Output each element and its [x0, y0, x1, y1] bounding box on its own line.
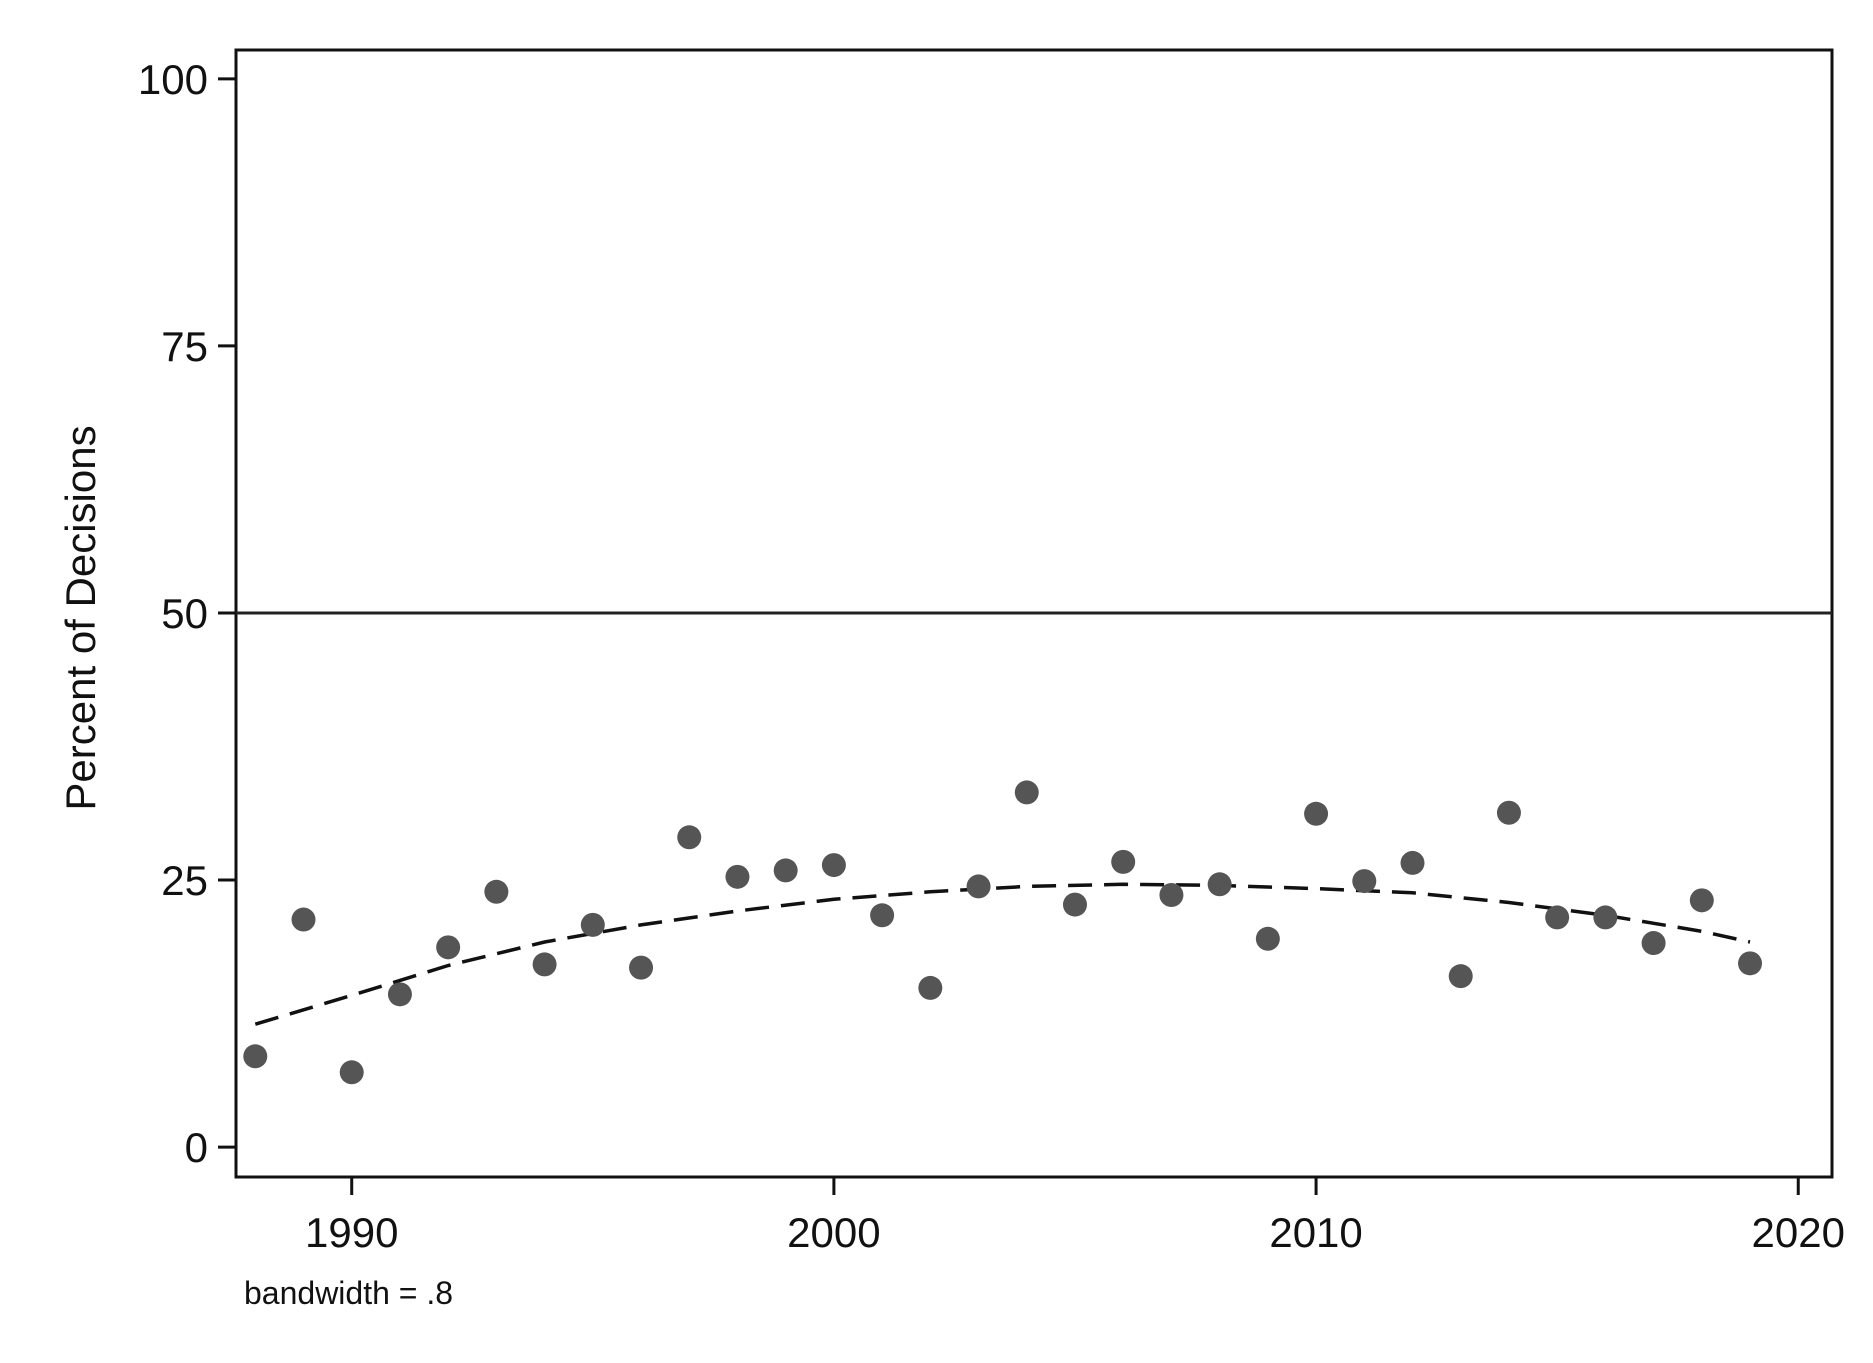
data-point: [773, 858, 798, 883]
data-point: [1738, 951, 1763, 976]
data-point: [436, 935, 461, 960]
lowess-fit-line: [254, 882, 1751, 1026]
y-tick-label: 50: [161, 590, 208, 637]
data-point: [387, 982, 412, 1007]
y-tick-label: 100: [138, 56, 208, 103]
data-point: [1207, 872, 1232, 897]
data-point: [580, 912, 605, 937]
data-point: [1545, 905, 1570, 930]
data-point: [918, 975, 943, 1000]
data-point: [1689, 888, 1714, 913]
data-point: [484, 879, 509, 904]
data-point: [821, 853, 846, 878]
y-axis-title: Percent of Decisions: [57, 425, 104, 810]
scatter-points-group: [243, 780, 1763, 1085]
data-point: [1352, 869, 1377, 894]
data-point: [1159, 882, 1184, 907]
data-point: [629, 955, 654, 980]
data-point: [243, 1044, 268, 1069]
y-tick-label: 75: [161, 323, 208, 370]
data-point: [1448, 964, 1473, 989]
data-point: [1255, 926, 1280, 951]
data-point: [1641, 931, 1666, 956]
data-point: [1496, 800, 1521, 825]
data-point: [677, 825, 702, 850]
data-point: [532, 952, 557, 977]
data-point: [339, 1060, 364, 1085]
data-point: [1062, 892, 1087, 917]
axes-group: 0 25 50 75 100 1990 2000 2010 2020: [138, 56, 1845, 1256]
data-point: [1400, 850, 1425, 875]
x-tick-label: 2000: [787, 1209, 880, 1256]
data-point: [1593, 905, 1618, 930]
bandwidth-note: bandwidth = .8: [244, 1275, 453, 1311]
x-tick-label: 2020: [1752, 1209, 1845, 1256]
y-tick-label: 0: [185, 1124, 208, 1171]
data-point: [291, 907, 316, 932]
data-point: [1111, 849, 1136, 874]
data-point: [870, 903, 895, 928]
x-tick-label: 2010: [1269, 1209, 1362, 1256]
y-tick-label: 25: [161, 857, 208, 904]
data-point: [725, 864, 750, 889]
data-point: [1014, 780, 1039, 805]
data-point: [1304, 801, 1329, 826]
lowess-fit-group: [254, 882, 1751, 1026]
data-point: [966, 874, 991, 899]
x-tick-label: 1990: [305, 1209, 398, 1256]
